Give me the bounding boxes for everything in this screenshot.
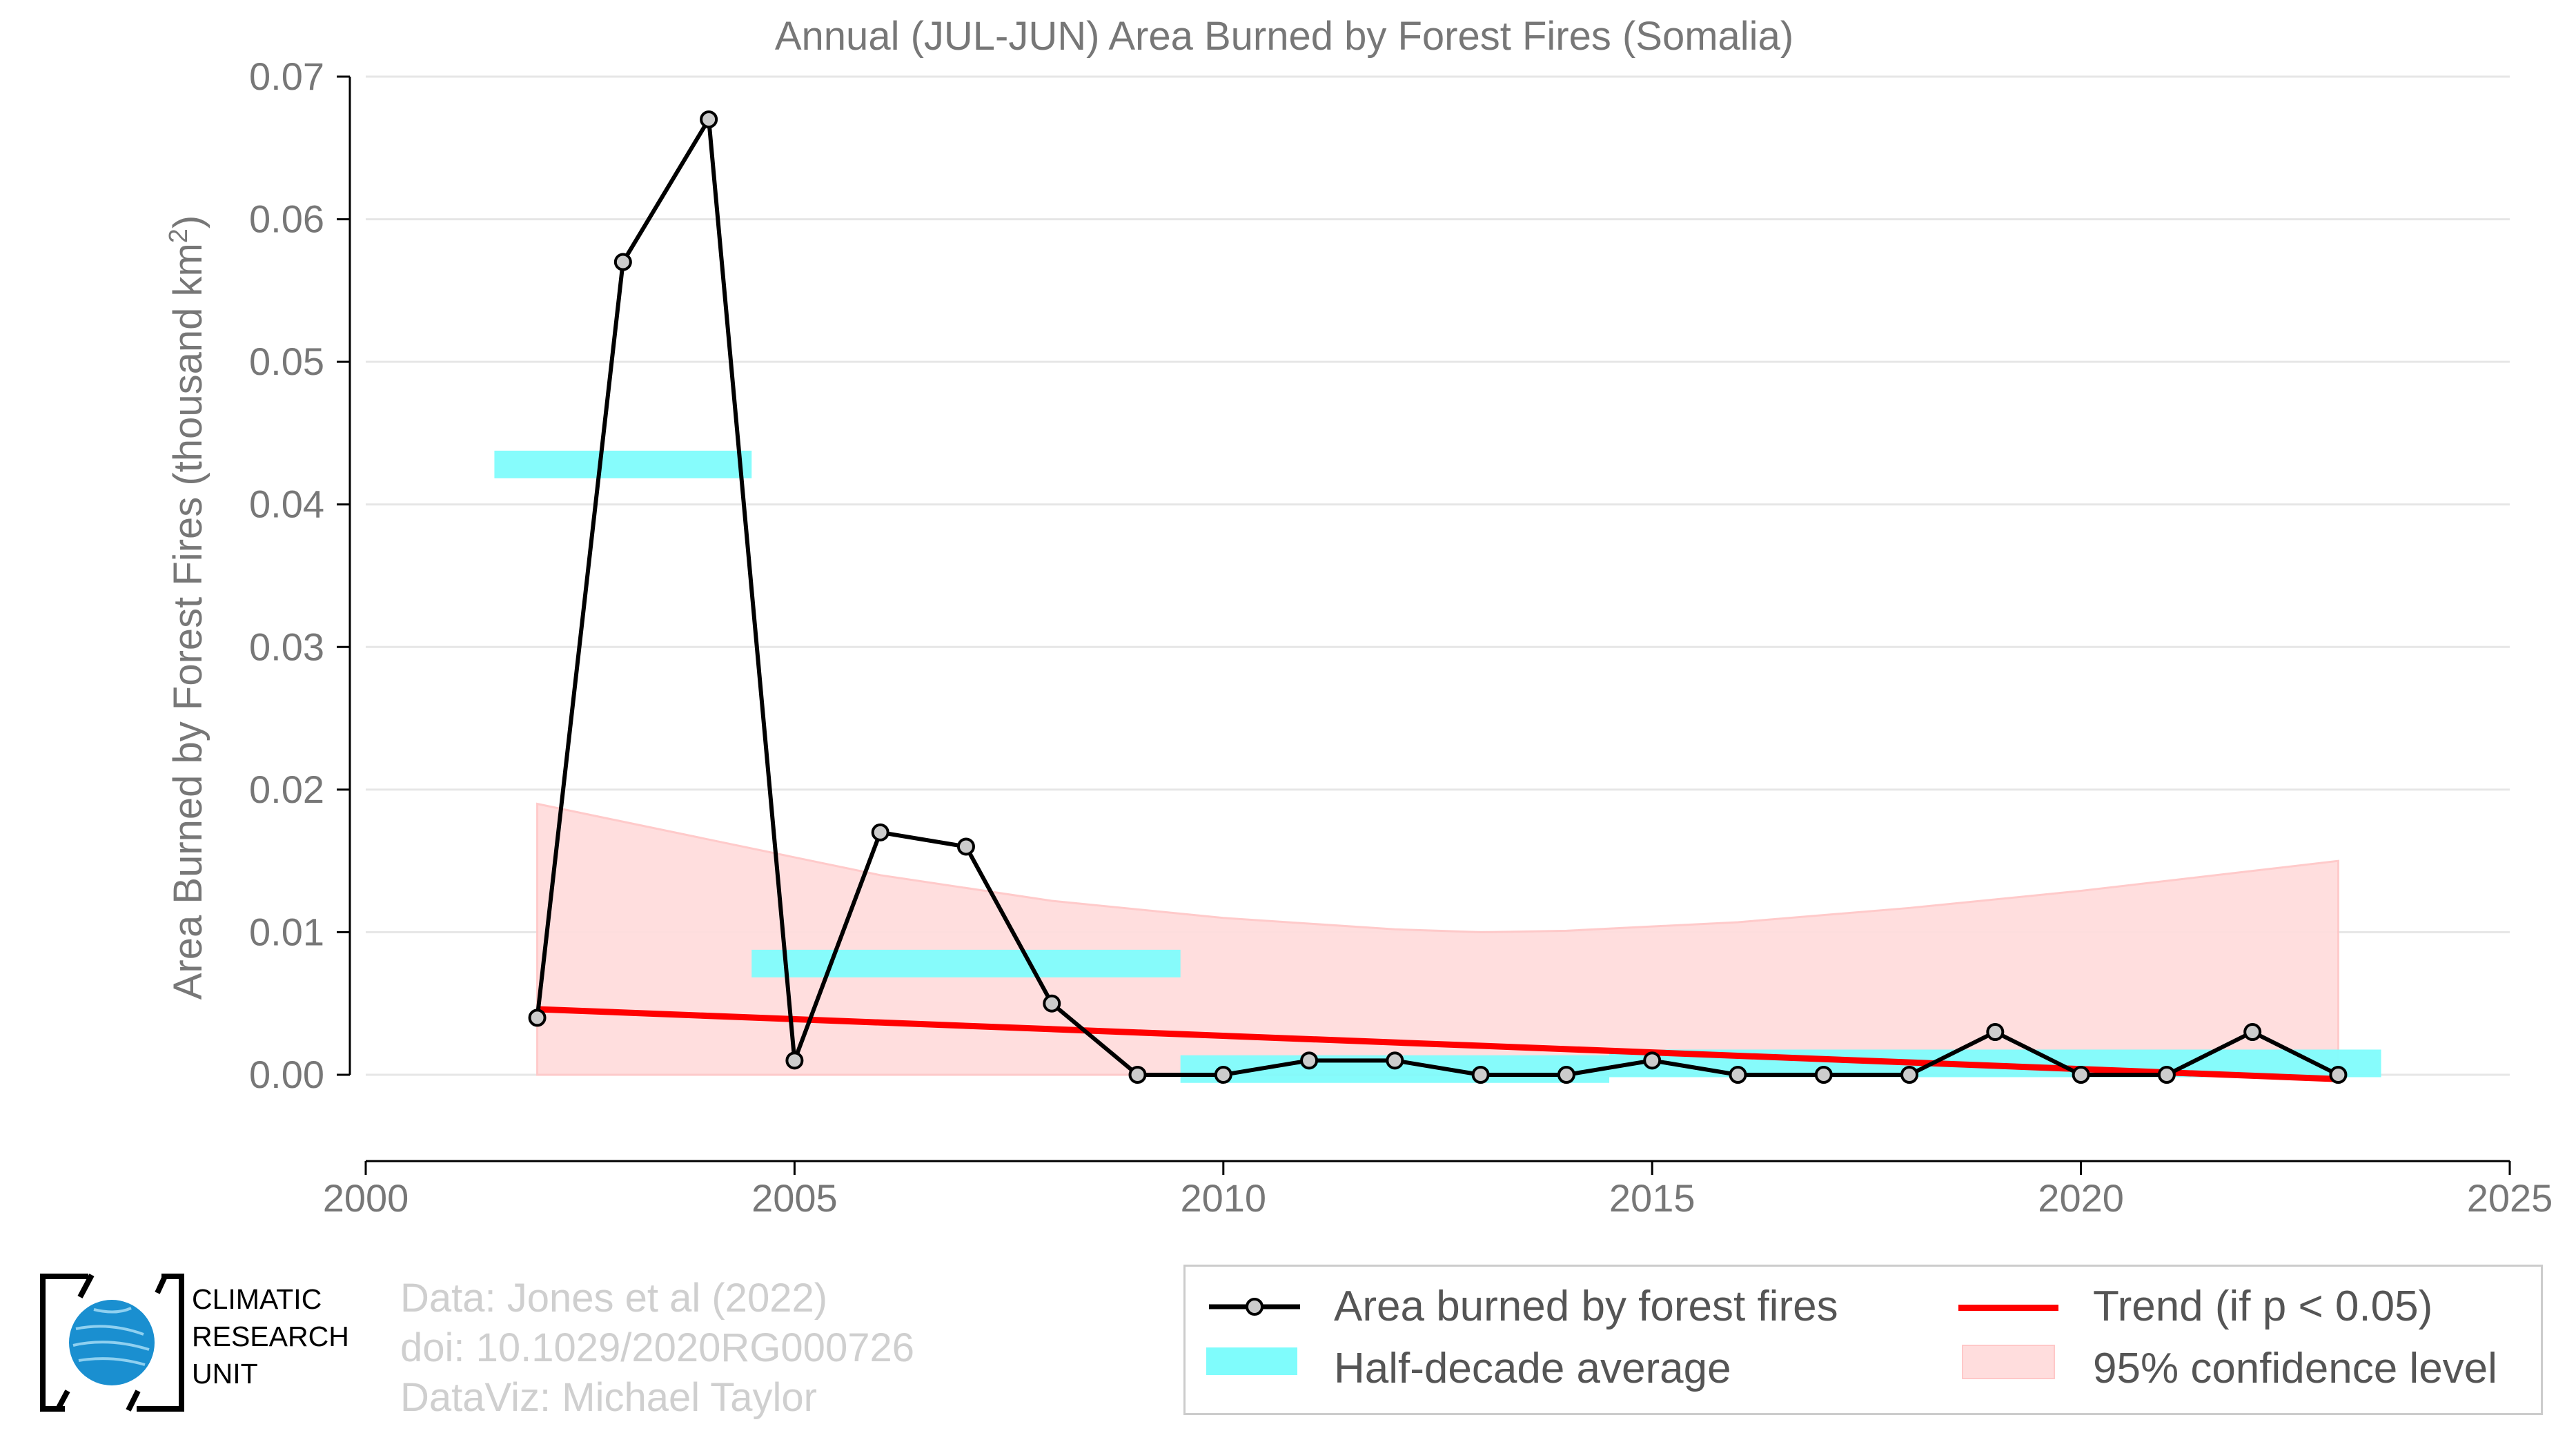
data-point — [2072, 1066, 2090, 1084]
x-tick-label: 2020 — [2038, 1176, 2124, 1220]
y-tick-label: 0.04 — [249, 483, 324, 526]
data-point — [1729, 1066, 1747, 1084]
legend-confidence-swatch — [1962, 1345, 2055, 1379]
data-point — [528, 1009, 547, 1027]
data-point — [871, 823, 889, 841]
y-tick-label: 0.07 — [249, 55, 324, 98]
series-polyline — [535, 117, 2339, 1077]
data-point — [1643, 1051, 1662, 1070]
data-point — [2157, 1066, 2176, 1084]
data-point — [1986, 1023, 2005, 1042]
legend-trend-swatch — [1958, 1305, 2058, 1311]
y-axis-label: Area Burned by Forest Fires (thousand km… — [164, 215, 210, 1000]
legend-confidence-label: 95% confidence level — [2093, 1345, 2497, 1392]
cru-logo: CLIMATIC RESEARCH UNIT — [40, 1274, 357, 1412]
chart-title: Annual (JUL-JUN) Area Burned by Forest F… — [775, 14, 1793, 59]
data-point — [956, 837, 975, 856]
y-tick-label: 0.01 — [249, 910, 324, 953]
confidence-area — [536, 802, 2339, 1076]
data-point — [2329, 1066, 2348, 1084]
credits: Data: Jones et al (2022) doi: 10.1029/20… — [400, 1274, 914, 1423]
data-point — [785, 1051, 804, 1070]
x-tick-label: 2010 — [1181, 1176, 1267, 1220]
data-point — [1300, 1051, 1319, 1070]
y-tick-label: 0.05 — [249, 340, 324, 383]
data-point — [1128, 1066, 1147, 1084]
data-point — [700, 110, 718, 128]
data-point — [1900, 1066, 1919, 1084]
data-point — [613, 253, 632, 271]
data-point — [1557, 1066, 1575, 1084]
data-point — [1214, 1066, 1232, 1084]
y-tick-label: 0.00 — [249, 1053, 324, 1096]
y-tick-label: 0.06 — [249, 197, 324, 241]
series-line — [528, 110, 2348, 1084]
credit-doi: doi: 10.1029/2020RG000726 — [400, 1325, 914, 1370]
logo-text: CLIMATIC RESEARCH UNIT — [192, 1283, 349, 1390]
half-decade-bar — [494, 450, 752, 478]
x-tick-label: 2025 — [2467, 1176, 2553, 1220]
data-point — [1471, 1066, 1490, 1084]
credit-data: Data: Jones et al (2022) — [400, 1276, 828, 1321]
trend-line-segment — [537, 1006, 2339, 1082]
legend-series-label: Area burned by forest fires — [1334, 1283, 1838, 1330]
credit-dataviz: DataViz: Michael Taylor — [400, 1375, 817, 1420]
legend-average-swatch — [1206, 1347, 1297, 1375]
confidence-band — [536, 802, 2339, 1076]
trend-line — [537, 1006, 2339, 1082]
legend-trend-label: Trend (if p < 0.05) — [2093, 1283, 2433, 1330]
legend: Area burned by forest fires Half-decade … — [1183, 1265, 2543, 1415]
axes: 0.00 0.01 0.02 0.03 0.04 0.05 0.06 0.07 2000 2005… — [249, 55, 2553, 1220]
x-tick-label: 2015 — [1609, 1176, 1695, 1220]
y-tick-label: 0.03 — [249, 625, 324, 668]
globe-logo-icon — [40, 1274, 184, 1412]
x-tick-label: 2005 — [751, 1176, 838, 1220]
data-point — [1043, 994, 1061, 1013]
legend-series-swatch — [1209, 1298, 1300, 1316]
legend-average-label: Half-decade average — [1334, 1345, 1731, 1392]
x-tick-label: 2000 — [323, 1176, 409, 1220]
data-point — [1386, 1051, 1404, 1070]
half-decade-bar — [751, 949, 1181, 977]
y-tick-label: 0.02 — [249, 768, 324, 811]
data-point — [1814, 1066, 1833, 1084]
data-point — [2243, 1023, 2262, 1042]
